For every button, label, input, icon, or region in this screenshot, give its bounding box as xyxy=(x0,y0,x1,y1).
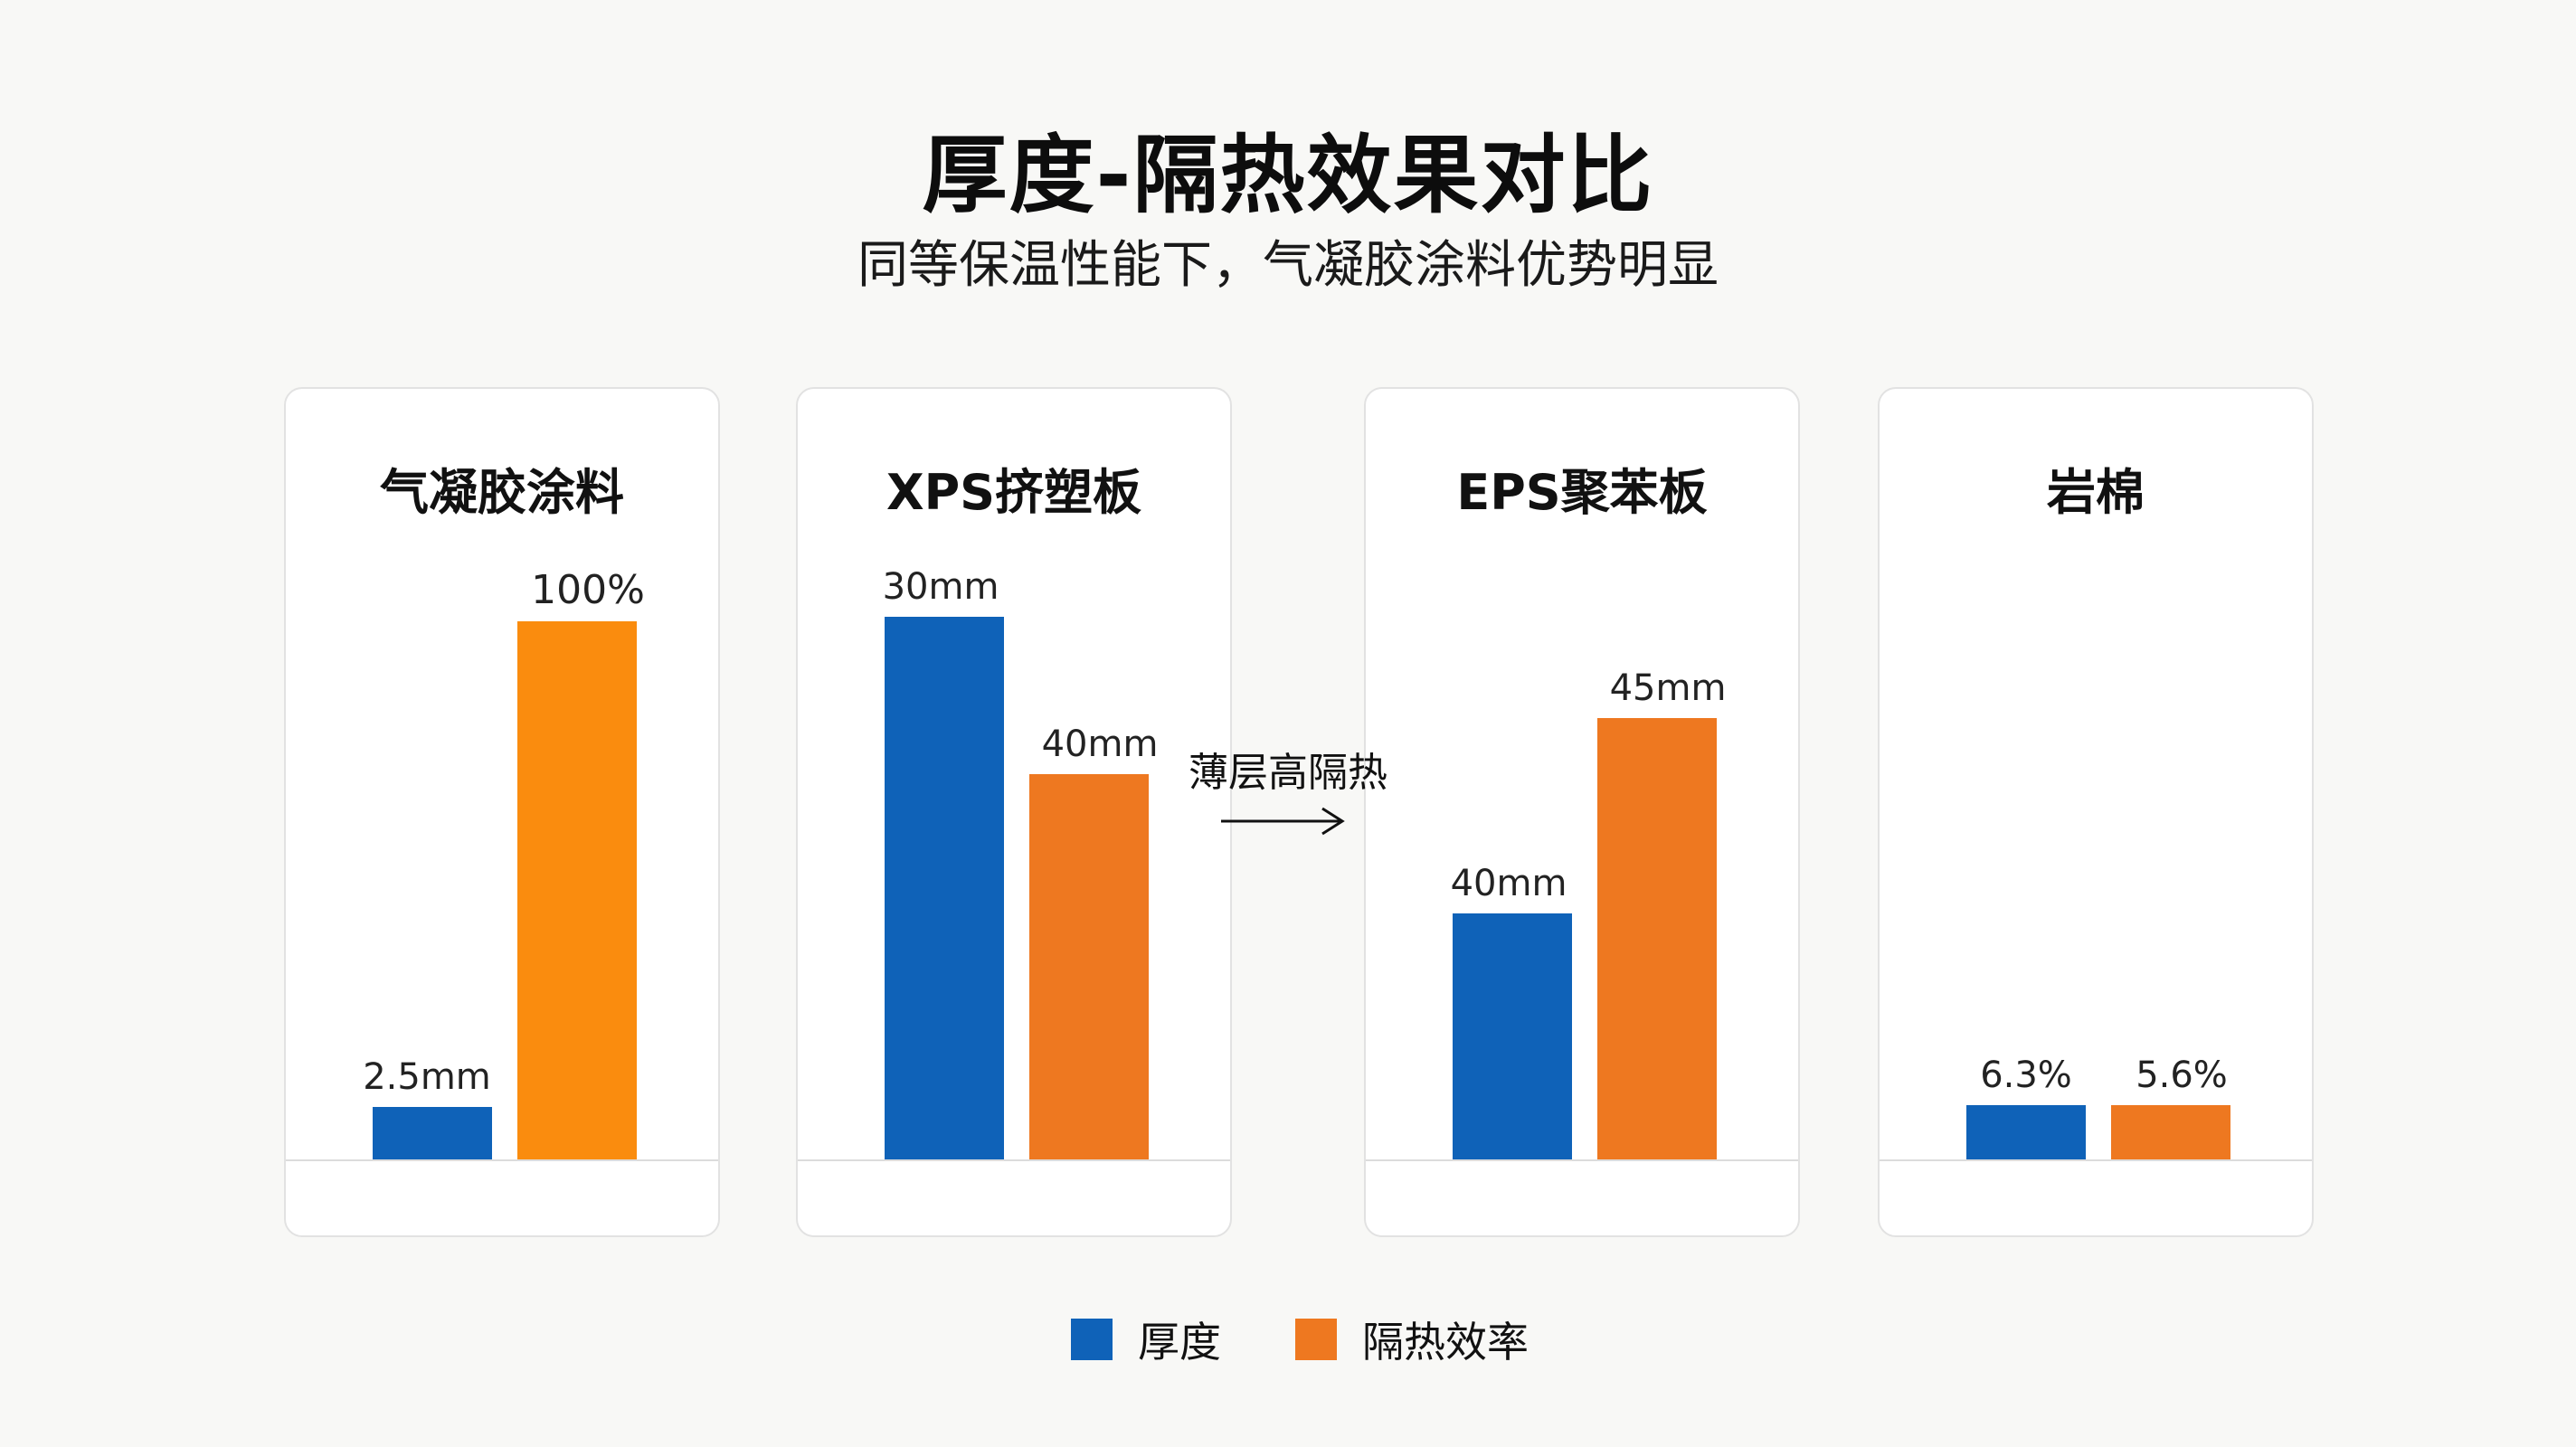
data-label: 30mm xyxy=(882,566,999,608)
panel-baseline xyxy=(1366,1159,1798,1161)
panel-title-rockwool: 岩棉 xyxy=(2047,464,2145,521)
bar-insulation-rockwool xyxy=(2111,1105,2230,1159)
annotation-label: 薄层高隔热 xyxy=(1189,750,1387,796)
legend-item-thickness: 厚度 xyxy=(1071,1310,1221,1369)
bar-thickness-rockwool xyxy=(1966,1105,2086,1159)
bar-thickness-eps xyxy=(1453,913,1572,1159)
bar-thickness-aerogel xyxy=(373,1107,492,1159)
right-arrow-icon xyxy=(1221,807,1345,836)
legend-swatch-insulation xyxy=(1295,1319,1337,1360)
legend-swatch-thickness xyxy=(1071,1319,1113,1360)
data-label: 45mm xyxy=(1609,667,1727,709)
bar-thickness-xps xyxy=(885,617,1004,1159)
panel-rockwool: 岩棉 6.3% 5.6% xyxy=(1878,387,2314,1237)
chart-subtitle: 同等保温性能下，气凝胶涂料优势明显 xyxy=(857,236,1719,295)
panel-xps: XPS挤塑板 30mm 40mm xyxy=(796,387,1232,1237)
bar-insulation-xps xyxy=(1029,774,1149,1159)
legend-label-insulation: 隔热效率 xyxy=(1362,1318,1529,1367)
data-label: 100% xyxy=(531,567,645,613)
panel-baseline xyxy=(798,1159,1230,1161)
bar-insulation-eps xyxy=(1597,718,1717,1159)
data-label: 6.3% xyxy=(1980,1055,2072,1096)
panel-title-xps: XPS挤塑板 xyxy=(886,464,1142,521)
bar-insulation-aerogel xyxy=(517,621,637,1159)
legend-label-thickness: 厚度 xyxy=(1138,1318,1221,1367)
panel-title-eps: EPS聚苯板 xyxy=(1456,464,1708,521)
panel-eps: EPS聚苯板 40mm 45mm xyxy=(1364,387,1800,1237)
data-label: 2.5mm xyxy=(363,1056,491,1098)
panel-aerogel: 气凝胶涂料 2.5mm 100% xyxy=(284,387,720,1237)
chart-title: 厚度-隔热效果对比 xyxy=(922,127,1654,225)
data-label: 5.6% xyxy=(2136,1055,2228,1096)
panel-baseline xyxy=(1880,1159,2312,1161)
legend-item-insulation: 隔热效率 xyxy=(1295,1310,1529,1369)
panel-title-aerogel: 气凝胶涂料 xyxy=(380,464,624,521)
data-label: 40mm xyxy=(1450,863,1567,904)
data-label: 40mm xyxy=(1041,724,1159,765)
panel-baseline xyxy=(286,1159,718,1161)
